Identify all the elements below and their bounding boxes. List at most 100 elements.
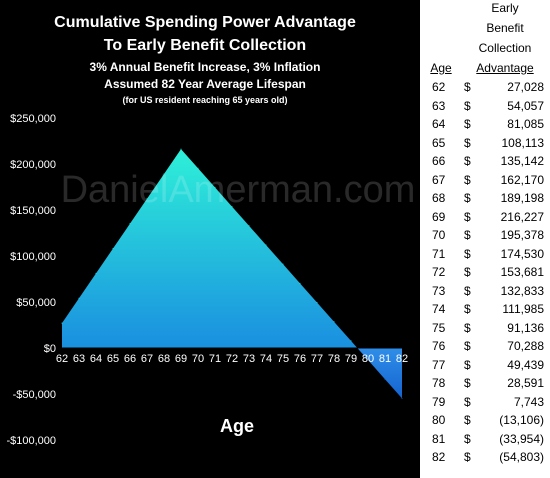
row-currency: $	[464, 80, 471, 94]
row-advantage: (13,106)	[499, 413, 544, 427]
data-point	[146, 198, 148, 200]
row-currency: $	[464, 339, 471, 353]
table-row: 68 $189,198	[420, 191, 550, 209]
x-tick-label: 80	[362, 353, 374, 365]
x-tick-label: 74	[260, 353, 272, 365]
row-advantage: 70,288	[507, 339, 544, 353]
data-point	[197, 167, 199, 169]
data-table: Early Benefit Collection Age Advantage 6…	[420, 0, 550, 478]
row-advantage: 81,085	[507, 117, 544, 131]
chart-panel: Cumulative Spending Power Advantage To E…	[0, 0, 420, 478]
data-point	[95, 272, 97, 274]
row-age: 69	[432, 209, 446, 224]
row-age: 72	[432, 265, 446, 279]
row-advantage: 174,530	[500, 246, 544, 261]
data-point	[214, 186, 216, 188]
table-row: 75 $91,136	[420, 321, 550, 339]
x-axis-title: Age	[220, 416, 254, 436]
row-advantage: 195,378	[500, 228, 544, 242]
data-point	[61, 322, 63, 324]
x-tick-label: 79	[345, 353, 357, 365]
row-age: 70	[432, 228, 446, 242]
table-row: 65 $108,113	[420, 136, 550, 154]
row-currency: $	[464, 228, 471, 242]
data-point	[78, 297, 80, 299]
row-age: 65	[432, 135, 446, 150]
row-currency: $	[464, 376, 471, 390]
area-positive	[62, 149, 358, 348]
row-currency: $	[464, 265, 471, 279]
table-row: 63 $54,057	[420, 99, 550, 117]
row-advantage: 111,985	[502, 302, 544, 316]
row-advantage: 7,743	[513, 394, 544, 409]
row-age: 82	[432, 450, 446, 464]
x-tick-label: 75	[277, 353, 289, 365]
chart-title-line-2: To Early Benefit Collection	[104, 37, 306, 54]
y-tick-label: $100,000	[10, 251, 56, 263]
x-tick-label: 72	[226, 353, 238, 365]
row-age: 76	[432, 339, 446, 353]
row-advantage: 132,833	[500, 283, 544, 298]
x-tick-label: 64	[90, 353, 102, 365]
data-point	[248, 225, 250, 227]
header-early: Early	[491, 1, 519, 15]
row-advantage: 91,136	[507, 320, 544, 335]
y-tick-label: $250,000	[10, 113, 56, 125]
row-currency: $	[464, 320, 471, 335]
table-row: 74 $111,985	[420, 302, 550, 320]
row-age: 80	[432, 413, 446, 427]
row-advantage: 27,028	[507, 80, 544, 94]
table-row: 70 $195,378	[420, 228, 550, 246]
table-row: 72 $153,681	[420, 265, 550, 283]
table-row: 82 $ (54,803)	[420, 450, 550, 468]
table-row: 71 $174,530	[420, 247, 550, 265]
data-point	[265, 244, 267, 246]
row-advantage: 49,439	[507, 357, 544, 372]
data-point	[129, 223, 131, 225]
row-currency: $	[464, 431, 471, 446]
chart-subtitle-line-1: 3% Annual Benefit Increase, 3% Inflation	[90, 60, 321, 74]
row-advantage: 162,170	[500, 172, 544, 187]
y-tick-label: $50,000	[16, 297, 56, 309]
data-point	[112, 248, 114, 250]
row-age: 74	[432, 302, 446, 316]
table-row: 62 $27,028	[420, 80, 550, 98]
y-tick-label: -$50,000	[13, 389, 56, 401]
row-currency: $	[464, 302, 471, 316]
row-currency: $	[464, 135, 471, 150]
table-row: 78 $28,591	[420, 376, 550, 394]
data-point	[367, 359, 369, 361]
x-tick-label: 63	[73, 353, 85, 365]
table-row: 77 $49,439	[420, 358, 550, 376]
row-currency: $	[464, 98, 471, 113]
x-tick-label: 77	[311, 353, 323, 365]
data-point	[401, 397, 403, 399]
row-advantage: 135,142	[500, 154, 544, 168]
table-row: 67 $162,170	[420, 173, 550, 191]
x-tick-label: 71	[209, 353, 221, 365]
row-age: 64	[432, 117, 446, 131]
row-currency: $	[464, 117, 471, 131]
row-currency: $	[464, 283, 471, 298]
x-tick-label: 81	[379, 353, 391, 365]
table-row: 64 $81,085	[420, 117, 550, 135]
row-currency: $	[464, 154, 471, 168]
x-tick-label: 67	[141, 353, 153, 365]
row-currency: $	[464, 246, 471, 261]
row-age: 66	[432, 154, 446, 168]
y-tick-label: $150,000	[10, 205, 56, 217]
header-benefit: Benefit	[486, 21, 524, 35]
watermark: DanielAmerman.com	[61, 169, 416, 211]
x-tick-label: 82	[396, 353, 408, 365]
data-point	[180, 148, 182, 150]
row-currency: $	[464, 191, 471, 205]
data-point	[316, 302, 318, 304]
x-tick-label: 66	[124, 353, 136, 365]
row-age: 78	[432, 376, 446, 390]
row-age: 68	[432, 191, 446, 205]
x-tick-label: 76	[294, 353, 306, 365]
area-negative	[357, 348, 402, 399]
table-row: 69 $216,227	[420, 210, 550, 228]
row-currency: $	[464, 209, 471, 224]
row-advantage: 54,057	[507, 98, 544, 113]
